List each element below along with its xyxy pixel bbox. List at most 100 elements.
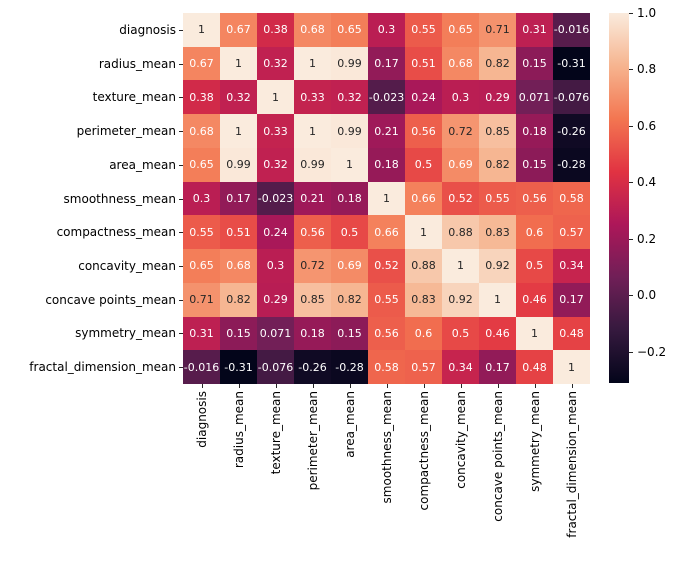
heatmap-cell: 0.71 [479,13,516,47]
y-tick-mark [179,97,183,98]
cell-value: 0.52 [448,191,473,205]
cell-value: -0.076 [553,90,590,104]
cell-value: 0.29 [485,90,510,104]
heatmap-cell: 0.99 [294,147,331,182]
cell-value: -0.016 [183,360,220,374]
cell-value: 0.56 [374,326,399,340]
cell-value: 0.32 [337,90,362,104]
x-tick-label: fractal_dimension_mean [564,391,579,538]
heatmap-cell: 0.56 [405,114,442,148]
heatmap-cell: 1 [553,350,590,384]
y-tick-mark [179,165,183,166]
heatmap-cell: 0.34 [553,249,590,283]
heatmap-cell: 0.5 [405,147,442,182]
cell-value: 0.55 [411,23,436,37]
colorbar-tick-label: −0.2 [637,344,667,359]
heatmap-cell: 0.68 [183,114,220,148]
heatmap-cell: 0.69 [331,249,368,283]
cell-value: 0.52 [374,259,399,273]
cell-value: 0.82 [485,158,510,172]
heatmap-cell: 0.38 [257,13,294,47]
cell-value: 0.99 [337,57,362,71]
cell-value: 0.65 [189,158,214,172]
heatmap-cell: 0.51 [405,46,442,81]
heatmap-cell: 0.33 [294,80,331,115]
heatmap-cell: -0.016 [553,13,590,47]
heatmap-cell: 0.85 [479,114,516,148]
cell-value: 0.46 [522,293,547,307]
cell-value: 0.51 [411,57,436,71]
cell-value: 0.24 [411,90,436,104]
cell-value: 0.69 [337,259,362,273]
cell-value: 0.71 [189,293,214,307]
heatmap-cell: -0.31 [220,350,257,384]
heatmap-cell: 0.15 [516,147,553,182]
cell-value: 0.32 [226,90,251,104]
heatmap-cell: 0.3 [257,249,294,283]
heatmap-cell: 0.56 [368,316,405,351]
heatmap-cell: 0.99 [331,114,368,148]
heatmap-cell: 0.99 [331,46,368,81]
heatmap-cell: 0.65 [183,147,220,182]
cell-value: 0.6 [525,225,544,239]
cell-value: 1 [309,124,316,138]
heatmap-cell: 1 [479,282,516,317]
cell-value: 0.3 [266,259,285,273]
cell-value: 1 [568,360,575,374]
cell-value: 0.5 [525,259,544,273]
cell-value: 0.6 [414,326,433,340]
y-tick-label: diagnosis [119,22,176,37]
cell-value: 1 [457,259,464,273]
cell-value: 0.67 [226,23,251,37]
colorbar-tick-mark [629,295,633,296]
cell-value: 0.58 [559,191,584,205]
cell-value: 0.17 [374,57,399,71]
cell-value: 0.66 [374,225,399,239]
cell-value: 0.56 [522,191,547,205]
heatmap-cell: 0.5 [331,215,368,250]
cell-value: 0.29 [263,293,288,307]
cell-value: 0.5 [451,326,470,340]
heatmap-cell: 0.85 [294,282,331,317]
cell-value: 1 [494,293,501,307]
heatmap-cell: 0.67 [220,13,257,47]
heatmap-cell: 0.67 [183,46,220,81]
cell-value: 0.85 [485,124,510,138]
heatmap-cell: 0.99 [220,147,257,182]
cell-value: 0.33 [263,124,288,138]
y-tick-mark [179,300,183,301]
heatmap-cell: 0.68 [442,46,479,81]
heatmap-cell: 0.68 [294,13,331,47]
y-tick-mark [179,367,183,368]
cell-value: 0.3 [377,23,396,37]
x-tick-mark [498,384,499,388]
heatmap-cell: 0.92 [479,249,516,283]
cell-value: 1 [235,57,242,71]
heatmap-cell: 1 [183,13,220,47]
x-tick-label: texture_mean [268,391,283,475]
heatmap-cell: 0.17 [368,46,405,81]
y-tick-label: perimeter_mean [76,124,176,139]
heatmap-cell: 0.66 [405,181,442,216]
heatmap-cell: 0.5 [516,249,553,283]
heatmap-cell: 0.18 [331,181,368,216]
cell-value: 0.71 [485,23,510,37]
x-tick-label: radius_mean [231,391,246,469]
cell-value: 0.21 [374,124,399,138]
cell-value: 0.34 [448,360,473,374]
cell-value: 0.69 [448,158,473,172]
cell-value: 0.18 [300,326,325,340]
heatmap-cell: -0.076 [257,350,294,384]
heatmap-cell: 0.31 [516,13,553,47]
cell-value: 0.56 [300,225,325,239]
heatmap-cell: 0.52 [442,181,479,216]
heatmap-cell: 0.71 [183,282,220,317]
heatmap-cell: 0.17 [553,282,590,317]
cell-value: 0.38 [263,23,288,37]
heatmap-cell: 0.55 [405,13,442,47]
cell-value: 1 [309,57,316,71]
cell-value: 0.34 [559,259,584,273]
heatmap-cell: 0.65 [183,249,220,283]
cell-value: 1 [272,90,279,104]
colorbar-tick-label: 0.2 [637,231,657,246]
